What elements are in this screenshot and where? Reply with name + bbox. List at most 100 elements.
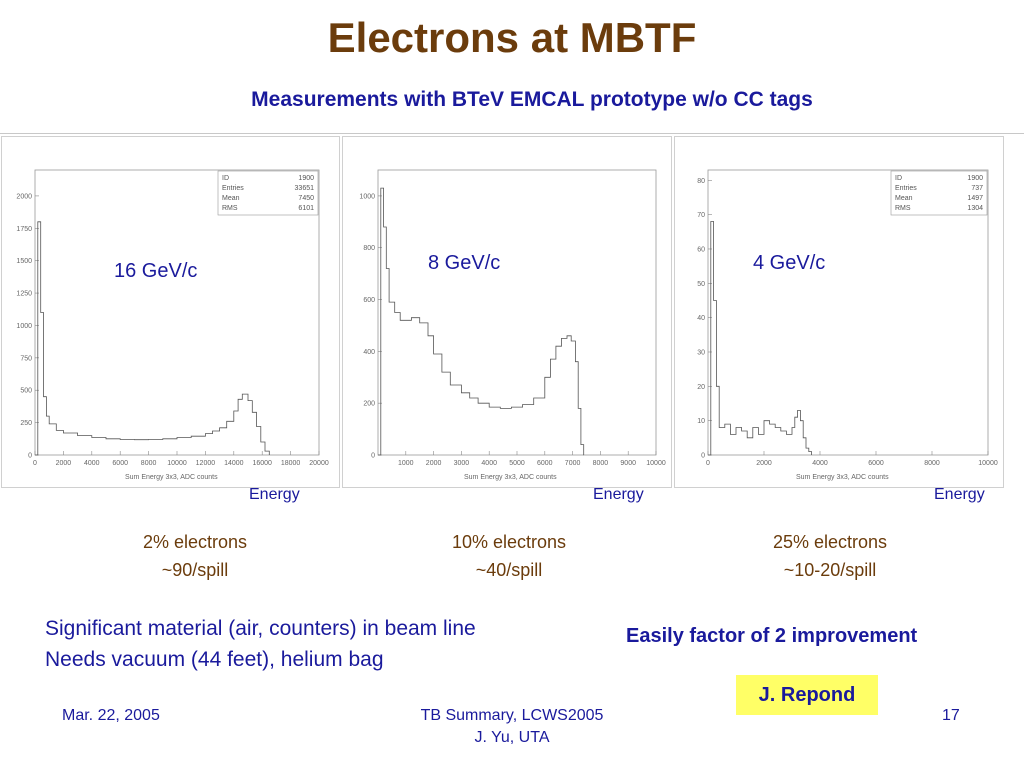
x-tick-label: 6000 (537, 460, 553, 467)
stats-key: Entries (222, 185, 244, 192)
stats-box-frame (217, 170, 319, 216)
stats-key: Entries (895, 185, 917, 192)
y-tick-label: 40 (697, 315, 705, 322)
histogram-bars (708, 221, 812, 456)
x-axis-title: Sum Energy 3x3, ADC counts (796, 474, 889, 481)
y-tick-label: 200 (363, 401, 375, 408)
y-tick-label: 60 (697, 246, 705, 253)
plot-frame (707, 169, 989, 456)
momentum-label-4: 4 GeV/c (753, 252, 826, 274)
plot-axes: 0 200 400 600 800 1000 1000 2000 3000 4000 5000 600… (359, 169, 666, 467)
x-tick-label: 12000 (196, 460, 216, 467)
x-tick-label: 3000 (454, 460, 470, 467)
x-tick-label: 2000 (56, 460, 72, 467)
electron-rate: ~40/spill (475, 560, 543, 580)
slide-title: Electrons at MBTF (327, 14, 697, 61)
improvement-note: Easily factor of 2 improvement (626, 625, 918, 647)
x-tick-label: 7000 (565, 460, 581, 467)
y-tick-label: 1250 (16, 291, 32, 298)
y-tick-label: 1000 (16, 323, 32, 330)
plot-axes: 0 10 20 30 40 50 60 70 80 0 2000 4000 6000 8000 10000 (697, 169, 998, 467)
x-tick-label: 0 (706, 460, 710, 467)
histogram-4gev: 0 10 20 30 40 50 60 70 80 0 2000 4000 6000 8000 10000 … (674, 136, 1004, 488)
x-axis-title: Sum Energy 3x3, ADC counts (125, 474, 218, 481)
stats-box: ID 1900 Entries 737 Mean 1497 RMS 1304 (890, 170, 988, 216)
y-tick-label: 250 (20, 420, 32, 427)
x-axis-title: Sum Energy 3x3, ADC counts (464, 474, 557, 481)
y-tick-label: 1500 (16, 258, 32, 265)
note-vacuum: Needs vacuum (44 feet), helium bag (45, 648, 384, 671)
x-tick-label: 16000 (252, 460, 272, 467)
stats-key: RMS (895, 205, 911, 212)
x-tick-label: 9000 (620, 460, 636, 467)
x-tick-label: 4000 (84, 460, 100, 467)
x-tick-label: 6000 (868, 460, 884, 467)
y-tick-label: 800 (363, 245, 375, 252)
histogram-bars (378, 187, 585, 456)
momentum-label-8: 8 GeV/c (428, 252, 501, 274)
energy-label-8: Energy (593, 486, 644, 503)
x-tick-label: 10000 (646, 460, 666, 467)
y-tick-label: 1000 (359, 193, 375, 200)
x-tick-label: 0 (33, 460, 37, 467)
x-tick-label: 5000 (509, 460, 525, 467)
stats-value: 6101 (298, 205, 314, 212)
stats-key: ID (895, 175, 902, 182)
x-tick-label: 18000 (281, 460, 301, 467)
credit-box: J. Repond (736, 675, 878, 715)
stats-value: 33651 (295, 185, 315, 192)
x-tick-label: 2000 (426, 460, 442, 467)
y-tick-label: 0 (28, 453, 32, 460)
footer-author: J. Yu, UTA (474, 729, 550, 746)
stats-key: Mean (895, 195, 913, 202)
y-tick-label: 0 (371, 453, 375, 460)
notes-block: Significant material (air, counters) in … (45, 613, 476, 675)
footer-date: Mar. 22, 2005 (62, 707, 160, 724)
y-tick-label: 750 (20, 355, 32, 362)
histogram-8gev-svg: 0 200 400 600 800 1000 1000 2000 3000 4000 5000 600… (342, 136, 672, 488)
energy-label-4: Energy (934, 486, 985, 503)
stats-value: 7450 (298, 195, 314, 202)
x-tick-label: 1000 (398, 460, 414, 467)
electron-stats-16: 2% electrons ~90/spill (100, 528, 290, 584)
y-tick-label: 0 (701, 453, 705, 460)
histogram-step-line (378, 187, 585, 456)
x-tick-label: 8000 (141, 460, 157, 467)
x-tick-label: 10000 (167, 460, 187, 467)
x-tick-label: 6000 (112, 460, 128, 467)
y-tick-label: 2000 (16, 193, 32, 200)
credit-text: J. Repond (758, 683, 856, 706)
electron-fraction: 25% electrons (772, 532, 888, 552)
x-tick-label: 2000 (756, 460, 772, 467)
y-tick-label: 400 (363, 349, 375, 356)
footer-event-name: TB Summary, LCWS2005 (420, 707, 604, 724)
x-tick-label: 8000 (593, 460, 609, 467)
stats-value: 1900 (298, 175, 314, 182)
stats-key: Mean (222, 195, 240, 202)
plot-border (342, 136, 672, 488)
y-tick-label: 20 (697, 384, 705, 391)
x-tick-label: 4000 (481, 460, 497, 467)
stats-box-frame (890, 170, 988, 216)
histogram-step-line (35, 221, 270, 456)
stats-value: 1304 (967, 205, 983, 212)
y-tick-label: 80 (697, 178, 705, 185)
x-tick-label: 14000 (224, 460, 244, 467)
x-tick-label: 20000 (309, 460, 329, 467)
y-tick-label: 30 (697, 349, 705, 356)
stats-key: RMS (222, 205, 238, 212)
electron-rate: ~90/spill (161, 560, 229, 580)
histogram-step-line (708, 221, 812, 456)
y-tick-label: 50 (697, 281, 705, 288)
y-tick-label: 600 (363, 297, 375, 304)
stats-value: 737 (971, 185, 983, 192)
x-tick-label: 8000 (924, 460, 940, 467)
x-tick-label: 4000 (812, 460, 828, 467)
electron-rate: ~10-20/spill (783, 560, 877, 580)
stats-value: 1900 (967, 175, 983, 182)
histogram-16gev: 0 250 500 750 1000 1250 1500 1750 2000 0 2000 4000 6… (1, 136, 340, 488)
energy-label-16: Energy (249, 486, 300, 503)
plot-band (0, 133, 1024, 490)
